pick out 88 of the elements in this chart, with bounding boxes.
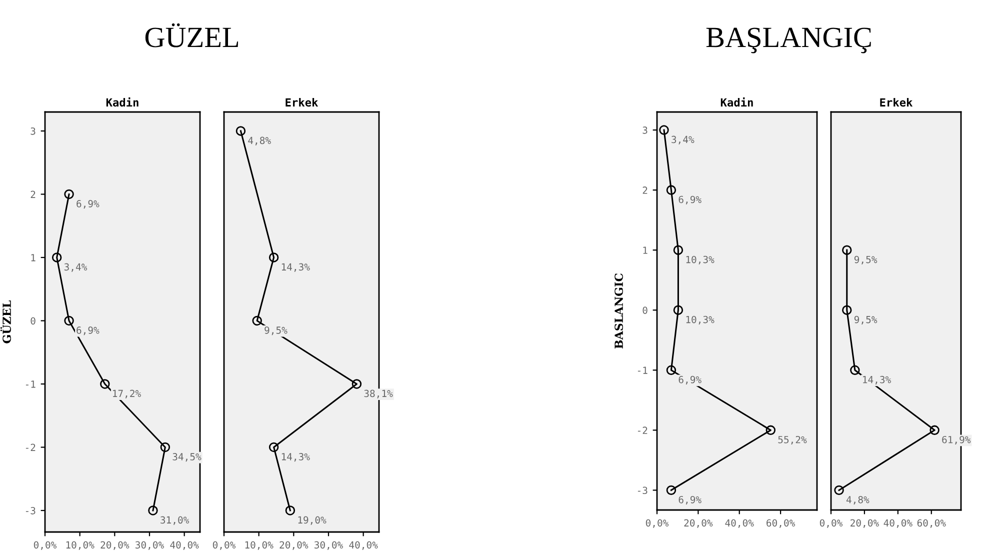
chart-title: Kadin — [106, 97, 138, 107]
y-tick-label: 2 — [642, 186, 648, 194]
annotation: 14,3% — [282, 453, 310, 462]
point — [236, 126, 246, 136]
y-tick-label: 2 — [30, 190, 36, 198]
point — [673, 305, 684, 315]
chart-title: Kadin — [720, 97, 753, 107]
annotation: 4,8% — [846, 496, 870, 505]
y-axis-title: BASLANGIC — [614, 273, 623, 349]
chart-title: Erkek — [880, 98, 913, 107]
annotation: 6,9% — [76, 326, 100, 336]
point — [666, 365, 676, 375]
point — [252, 316, 262, 326]
y-axis-title: GÜZEL — [0, 300, 11, 344]
y-tick-label: -1 — [638, 366, 648, 374]
y-tick-label: 3 — [642, 126, 648, 134]
point — [160, 442, 170, 452]
annotation: 17,2% — [113, 390, 141, 398]
x-tick-label: 20,0% — [100, 541, 130, 550]
y-tick-label: -2 — [638, 426, 648, 434]
point — [842, 305, 852, 315]
annotation: 10,3% — [686, 316, 714, 324]
x-tick-label: 40,0% — [170, 541, 199, 550]
y-tick-label: 3 — [30, 127, 36, 135]
point — [766, 425, 776, 436]
annotation: 55,2% — [778, 436, 807, 445]
annotation: 9,5% — [264, 326, 288, 336]
point — [930, 425, 940, 436]
point — [842, 245, 852, 255]
point — [659, 125, 669, 135]
point — [666, 485, 676, 496]
point — [285, 506, 296, 516]
annotation: 61,9% — [942, 436, 971, 445]
x-tick-label: 40,0% — [725, 519, 754, 528]
annotation: 38,1% — [364, 390, 393, 398]
annotation: 6,9% — [678, 196, 702, 204]
x-tick-label: 60,0% — [766, 519, 796, 528]
y-tick-label: -3 — [26, 507, 36, 514]
point — [64, 189, 74, 200]
point — [100, 379, 110, 389]
x-tick-label: 0,0% — [212, 541, 236, 550]
text: GÜZEL — [145, 23, 238, 48]
y-tick-label: 0 — [30, 317, 36, 325]
annotation: 6,9% — [678, 376, 702, 384]
point — [666, 185, 676, 195]
annotation: 3,4% — [672, 136, 694, 144]
x-tick-label: 40,0% — [349, 541, 378, 550]
point — [673, 245, 684, 255]
annotation: 6,9% — [76, 200, 100, 209]
chart-title: Erkek — [286, 98, 318, 107]
annotation: 9,5% — [854, 256, 878, 264]
point — [850, 365, 860, 375]
annotation: 31,0% — [160, 516, 190, 525]
point — [352, 379, 362, 389]
x-tick-label: 30,0% — [136, 541, 164, 550]
annotation: 9,5% — [854, 316, 878, 324]
annotation: 10,3% — [686, 256, 714, 264]
annotation: 4,8% — [248, 136, 271, 146]
x-tick-label: 0,0% — [34, 541, 57, 550]
point — [52, 252, 62, 262]
y-tick-label: 0 — [642, 306, 648, 314]
x-tick-label: 20,0% — [850, 519, 879, 528]
x-tick-label: 20,0% — [280, 541, 308, 550]
annotation: 6,9% — [678, 496, 702, 505]
x-tick-label: 10,0% — [245, 541, 274, 550]
y-tick-label: -2 — [26, 444, 36, 451]
point — [834, 485, 844, 496]
y-tick-label: 1 — [643, 246, 648, 254]
x-tick-label: 30,0% — [314, 541, 343, 550]
point — [268, 442, 279, 452]
annotation: 34,5% — [172, 453, 202, 462]
annotation: 14,3% — [282, 263, 310, 272]
x-tick-label: 10,0% — [66, 541, 94, 550]
y-tick-label: -1 — [26, 380, 36, 388]
point — [64, 316, 74, 326]
annotation: 3,4% — [64, 263, 88, 272]
text: BAŞLANGIÇ — [706, 28, 871, 54]
annotation: 19,0% — [298, 516, 326, 525]
y-tick-label: 1 — [31, 254, 36, 262]
x-tick-label: 0,0% — [820, 519, 843, 528]
x-tick-label: 40,0% — [884, 519, 912, 528]
x-tick-label: 20,0% — [684, 519, 713, 528]
y-tick-label: -3 — [638, 486, 648, 494]
x-tick-label: 0,0% — [646, 519, 669, 528]
point — [268, 252, 279, 262]
point — [148, 506, 158, 516]
annotation: 14,3% — [863, 376, 891, 384]
x-tick-label: 60,0% — [917, 519, 946, 528]
